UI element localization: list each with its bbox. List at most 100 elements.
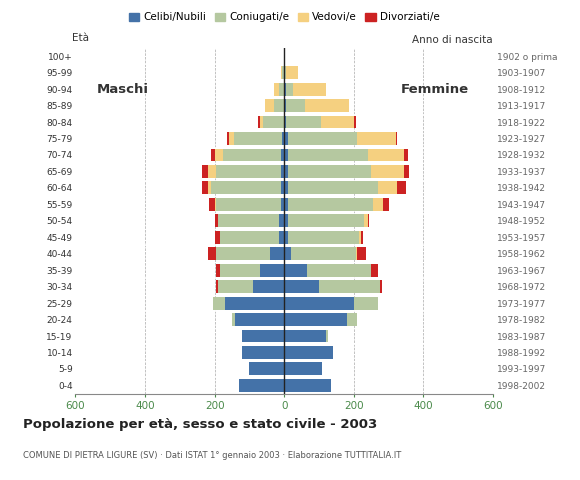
Legend: Celibi/Nubili, Coniugati/e, Vedovi/e, Divorziati/e: Celibi/Nubili, Coniugati/e, Vedovi/e, Di… <box>125 8 444 26</box>
Bar <box>368 215 369 227</box>
Bar <box>284 99 286 112</box>
Bar <box>286 83 293 96</box>
Bar <box>383 198 389 211</box>
Bar <box>223 148 281 161</box>
Bar <box>284 66 286 79</box>
Bar <box>397 181 406 194</box>
Bar <box>279 231 284 244</box>
Bar <box>216 247 270 260</box>
Text: Femmine: Femmine <box>401 83 469 96</box>
Text: Anno di nascita: Anno di nascita <box>412 35 493 45</box>
Bar <box>215 215 218 227</box>
Bar <box>242 330 284 342</box>
Bar <box>357 247 366 260</box>
Bar <box>253 280 284 293</box>
Bar <box>284 148 288 161</box>
Bar <box>288 132 357 145</box>
Bar <box>284 346 333 359</box>
Bar <box>373 198 383 211</box>
Bar <box>288 231 359 244</box>
Bar <box>284 362 322 375</box>
Bar <box>371 165 404 178</box>
Bar <box>291 247 356 260</box>
Bar <box>234 132 282 145</box>
Bar <box>208 247 216 260</box>
Bar <box>347 313 357 326</box>
Bar <box>305 99 349 112</box>
Bar <box>354 297 378 310</box>
Bar <box>288 215 364 227</box>
Text: Maschi: Maschi <box>96 83 148 96</box>
Bar <box>286 66 298 79</box>
Bar <box>368 148 404 161</box>
Bar <box>293 83 326 96</box>
Bar <box>279 215 284 227</box>
Bar <box>282 132 284 145</box>
Bar <box>274 83 279 96</box>
Bar <box>215 198 216 211</box>
Bar <box>286 99 305 112</box>
Bar <box>371 264 378 276</box>
Bar <box>216 264 220 276</box>
Bar <box>218 280 253 293</box>
Bar <box>263 116 284 129</box>
Bar <box>218 215 279 227</box>
Bar <box>281 148 284 161</box>
Bar <box>227 132 229 145</box>
Bar <box>307 264 371 276</box>
Bar <box>284 313 347 326</box>
Bar <box>239 379 284 392</box>
Bar <box>354 116 356 129</box>
Bar <box>211 181 281 194</box>
Bar <box>209 198 215 211</box>
Bar <box>357 132 396 145</box>
Bar <box>281 165 284 178</box>
Bar <box>396 132 397 145</box>
Bar <box>249 362 284 375</box>
Bar <box>215 148 223 161</box>
Bar <box>319 280 380 293</box>
Bar <box>284 181 288 194</box>
Bar <box>282 66 284 79</box>
Bar <box>284 215 288 227</box>
Bar <box>220 264 260 276</box>
Bar <box>213 297 225 310</box>
Bar <box>216 198 281 211</box>
Bar <box>284 132 288 145</box>
Bar <box>286 116 321 129</box>
Bar <box>404 165 409 178</box>
Bar <box>274 99 284 112</box>
Bar <box>404 148 408 161</box>
Bar <box>356 247 357 260</box>
Bar <box>260 116 263 129</box>
Text: Popolazione per età, sesso e stato civile - 2003: Popolazione per età, sesso e stato civil… <box>23 418 378 431</box>
Bar <box>284 198 288 211</box>
Bar <box>288 148 368 161</box>
Bar <box>364 215 368 227</box>
Bar <box>202 165 208 178</box>
Bar <box>284 116 286 129</box>
Bar <box>216 280 218 293</box>
Text: Età: Età <box>72 33 89 43</box>
Bar <box>270 247 284 260</box>
Text: COMUNE DI PIETRA LIGURE (SV) · Dati ISTAT 1° gennaio 2003 · Elaborazione TUTTITA: COMUNE DI PIETRA LIGURE (SV) · Dati ISTA… <box>23 451 401 460</box>
Bar <box>284 165 288 178</box>
Bar <box>208 181 211 194</box>
Bar <box>284 83 286 96</box>
Bar <box>235 313 284 326</box>
Bar <box>260 264 284 276</box>
Bar <box>326 330 328 342</box>
Bar <box>288 165 371 178</box>
Bar <box>216 165 281 178</box>
Bar <box>279 83 284 96</box>
Bar <box>229 132 234 145</box>
Bar <box>232 313 235 326</box>
Bar <box>284 247 291 260</box>
Bar <box>242 346 284 359</box>
Bar <box>211 148 215 161</box>
Bar <box>208 165 216 178</box>
Bar <box>321 116 354 129</box>
Bar <box>380 280 382 293</box>
Bar <box>288 181 378 194</box>
Bar <box>284 231 288 244</box>
